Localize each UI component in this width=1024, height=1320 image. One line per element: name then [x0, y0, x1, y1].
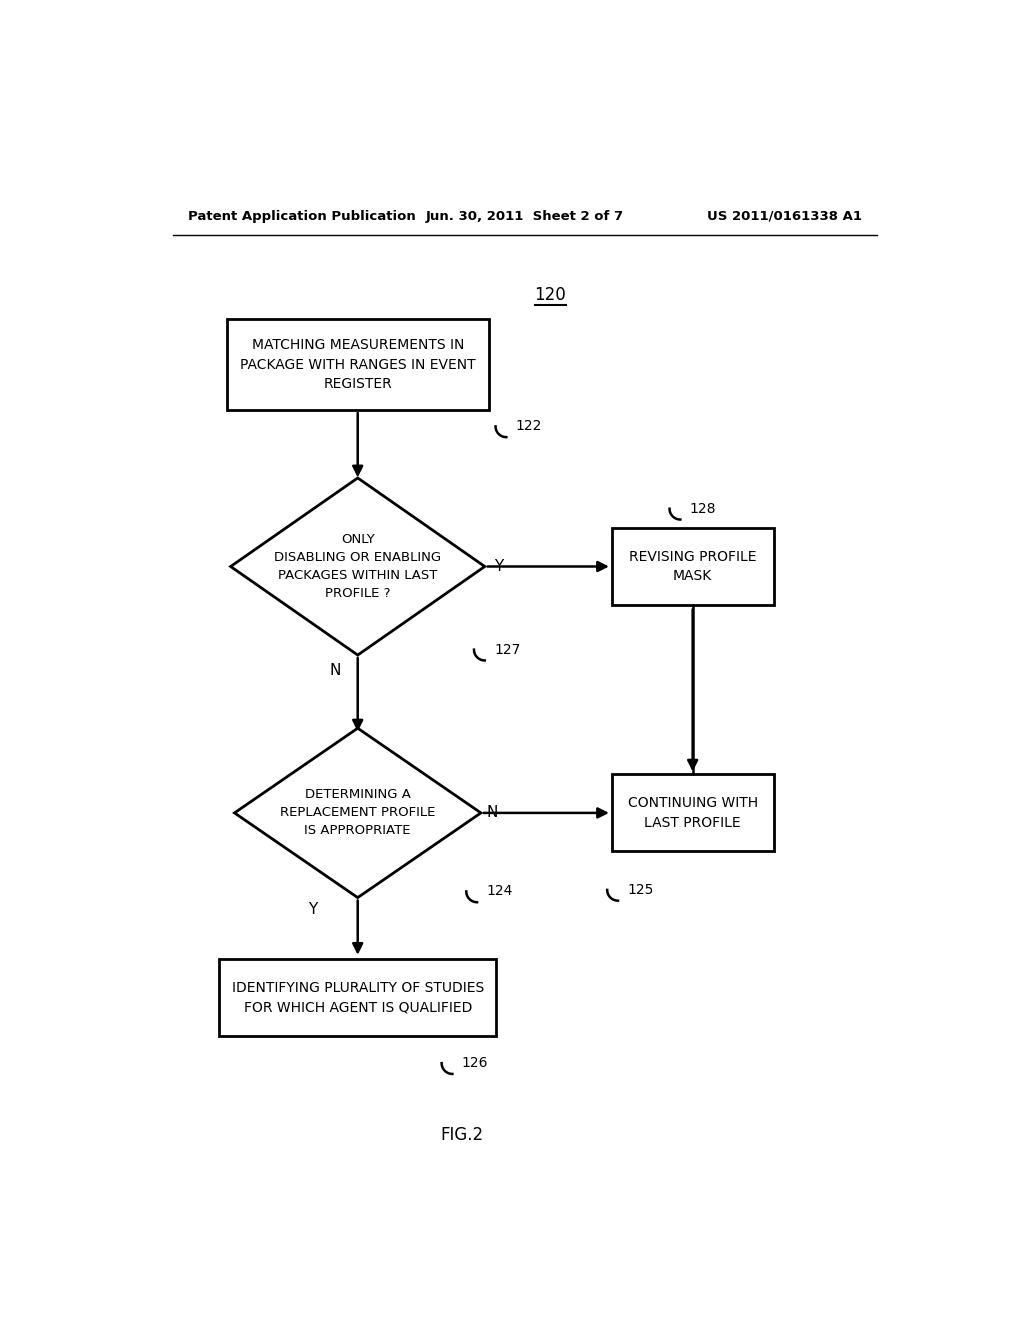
Text: CONTINUING WITH
LAST PROFILE: CONTINUING WITH LAST PROFILE — [628, 796, 758, 830]
Text: FIG.2: FIG.2 — [440, 1126, 483, 1143]
Polygon shape — [230, 478, 484, 655]
Text: MATCHING MEASUREMENTS IN
PACKAGE WITH RANGES IN EVENT
REGISTER: MATCHING MEASUREMENTS IN PACKAGE WITH RA… — [240, 338, 475, 391]
Text: DETERMINING A
REPLACEMENT PROFILE
IS APPROPRIATE: DETERMINING A REPLACEMENT PROFILE IS APP… — [280, 788, 435, 837]
Text: 122: 122 — [515, 420, 542, 433]
Polygon shape — [234, 729, 481, 898]
Text: US 2011/0161338 A1: US 2011/0161338 A1 — [707, 210, 862, 223]
Text: N: N — [486, 805, 498, 821]
Text: 124: 124 — [486, 884, 513, 899]
Text: 125: 125 — [628, 883, 653, 896]
FancyBboxPatch shape — [226, 319, 488, 411]
Text: IDENTIFYING PLURALITY OF STUDIES
FOR WHICH AGENT IS QUALIFIED: IDENTIFYING PLURALITY OF STUDIES FOR WHI… — [231, 981, 483, 1015]
Text: 127: 127 — [494, 643, 520, 656]
Text: 120: 120 — [535, 286, 566, 305]
FancyBboxPatch shape — [611, 775, 773, 851]
Text: N: N — [330, 663, 341, 678]
Text: REVISING PROFILE
MASK: REVISING PROFILE MASK — [629, 549, 757, 583]
Text: ONLY
DISABLING OR ENABLING
PACKAGES WITHIN LAST
PROFILE ?: ONLY DISABLING OR ENABLING PACKAGES WITH… — [274, 533, 441, 601]
Text: Patent Application Publication: Patent Application Publication — [188, 210, 416, 223]
Text: Y: Y — [307, 902, 316, 916]
FancyBboxPatch shape — [611, 528, 773, 605]
FancyBboxPatch shape — [219, 960, 497, 1036]
Text: 126: 126 — [462, 1056, 488, 1071]
Text: 128: 128 — [689, 502, 716, 516]
Text: Y: Y — [494, 558, 503, 574]
Text: Jun. 30, 2011  Sheet 2 of 7: Jun. 30, 2011 Sheet 2 of 7 — [426, 210, 624, 223]
